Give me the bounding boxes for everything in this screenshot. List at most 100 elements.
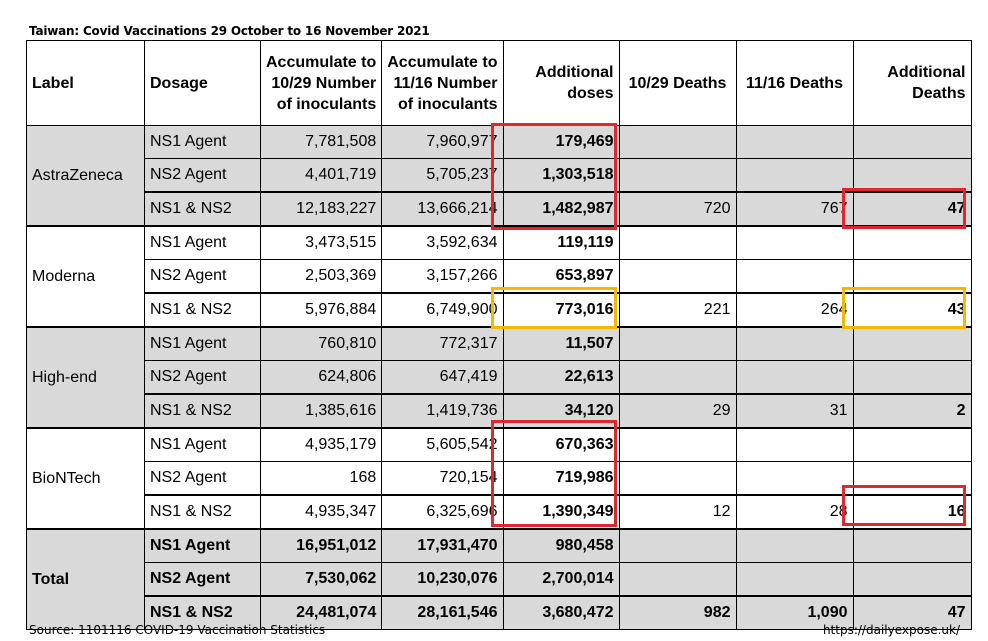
- acc1116-cell: 28,161,546: [381, 595, 504, 630]
- table-row: NS2 Agent 7,530,062 10,230,076 2,700,014: [27, 562, 972, 597]
- acc1116-cell: 720,154: [381, 461, 504, 496]
- d1029-cell: 720: [618, 191, 737, 227]
- acc1116-cell: 13,666,214: [381, 191, 504, 227]
- dosage-cell: NS1 Agent: [144, 528, 261, 563]
- table-row: NS2 Agent 4,401,719 5,705,237 1,303,518: [27, 158, 972, 193]
- addd-cell: [852, 427, 972, 462]
- table-title: Taiwan: Covid Vaccinations 29 October to…: [29, 24, 430, 38]
- add-cell: 3,680,472: [502, 595, 620, 630]
- table-row: BioNTech NS1 Agent 4,935,179 5,605,542 670,3…: [26, 427, 972, 530]
- table-row: NS2 Agent 2,503,369 3,157,266 653,897: [27, 259, 972, 294]
- vaccination-table: Label Dosage Accumulate to 10/29 Number of…: [26, 40, 972, 630]
- acc1116-cell: 1,419,736: [381, 393, 504, 429]
- site-url: https://dailyexpose.uk/: [822, 623, 960, 637]
- addd-cell: [852, 528, 972, 563]
- acc1029-cell: 2,503,369: [259, 259, 383, 294]
- dosage-cell: NS2 Agent: [144, 259, 261, 294]
- d1116-cell: [735, 562, 854, 597]
- header-deaths-1029: 10/29 Deaths: [618, 40, 737, 126]
- addd-cell: [852, 158, 972, 193]
- d1116-cell: 1,090: [735, 595, 854, 630]
- acc1029-cell: 12,183,227: [259, 191, 383, 227]
- acc1116-cell: 17,931,470: [381, 528, 504, 563]
- acc1029-cell: 760,810: [259, 326, 383, 361]
- group-label: Total: [26, 528, 145, 630]
- acc1029-cell: 16,951,012: [259, 528, 383, 563]
- d1116-cell: 767: [735, 191, 854, 227]
- d1116-cell: [735, 427, 854, 462]
- d1029-cell: [618, 125, 737, 159]
- group-label: AstraZeneca: [26, 125, 145, 227]
- table-row: NS1 & NS2 1,385,616 1,419,736 34,120 29 31 2: [27, 393, 972, 429]
- dosage-cell: NS1 & NS2: [144, 494, 261, 530]
- d1116-cell: [735, 225, 854, 260]
- addd-cell: 43: [852, 292, 972, 328]
- header-deaths-1116: 11/16 Deaths: [735, 40, 854, 126]
- header-additional-doses: Additional doses: [502, 40, 620, 126]
- table-row: AstraZeneca NS1 Agent 7,781,508 7,960,977 17…: [26, 125, 972, 227]
- addd-cell: 47: [852, 595, 972, 630]
- d1029-cell: [618, 225, 737, 260]
- add-cell: 773,016: [502, 292, 620, 328]
- d1029-cell: [618, 360, 737, 395]
- acc1116-cell: 6,325,696: [381, 494, 504, 530]
- add-cell: 980,458: [502, 528, 620, 563]
- table-row: NS1 & NS2 5,976,884 6,749,900 773,016 221 264…: [27, 292, 972, 328]
- table-row: High-end NS1 Agent 760,810 772,317 11,507: [26, 326, 972, 429]
- acc1116-cell: 5,705,237: [381, 158, 504, 193]
- d1116-cell: [735, 259, 854, 294]
- acc1029-cell: 1,385,616: [259, 393, 383, 429]
- d1029-cell: [618, 427, 737, 462]
- dosage-cell: NS2 Agent: [144, 461, 261, 496]
- header-row: Label Dosage Accumulate to 10/29 Number of…: [26, 40, 972, 126]
- dosage-cell: NS2 Agent: [144, 158, 261, 193]
- d1029-cell: [618, 562, 737, 597]
- dosage-cell: NS1 Agent: [144, 427, 261, 462]
- group-label: BioNTech: [26, 427, 145, 530]
- dosage-cell: NS1 & NS2: [144, 292, 261, 328]
- add-cell: 653,897: [502, 259, 620, 294]
- group-label: High-end: [26, 326, 145, 429]
- d1029-cell: 982: [618, 595, 737, 630]
- d1116-cell: [735, 528, 854, 563]
- d1116-cell: 264: [735, 292, 854, 328]
- d1116-cell: [735, 158, 854, 193]
- header-label: Label: [26, 40, 145, 126]
- d1116-cell: [735, 326, 854, 361]
- table-row: NS1 & NS2 24,481,074 28,161,546 3,680,472 98…: [27, 595, 972, 630]
- d1029-cell: [618, 259, 737, 294]
- table-row: Total NS1 Agent 16,951,012 17,931,470 980,45…: [26, 528, 972, 630]
- header-acc-1029: Accumulate to 10/29 Number of inoculants: [259, 40, 383, 126]
- acc1116-cell: 772,317: [381, 326, 504, 361]
- acc1029-cell: 624,806: [259, 360, 383, 395]
- table-row: NS1 & NS2 4,935,347 6,325,696 1,390,349 12 28…: [27, 494, 972, 530]
- d1029-cell: [618, 461, 737, 496]
- table-row: NS2 Agent 168 720,154 719,986: [27, 461, 972, 496]
- acc1029-cell: 7,781,508: [259, 125, 383, 159]
- add-cell: 2,700,014: [502, 562, 620, 597]
- addd-cell: [852, 125, 972, 159]
- addd-cell: [852, 461, 972, 496]
- addd-cell: [852, 326, 972, 361]
- dosage-cell: NS1 & NS2: [144, 393, 261, 429]
- d1029-cell: [618, 528, 737, 563]
- addd-cell: [852, 562, 972, 597]
- d1029-cell: 221: [618, 292, 737, 328]
- source-note: Source: 1101116 COVID-19 Vaccination Sta…: [29, 623, 326, 637]
- addd-cell: [852, 259, 972, 294]
- d1116-cell: 28: [735, 494, 854, 530]
- add-cell: 119,119: [502, 225, 620, 260]
- add-cell: 1,390,349: [502, 494, 620, 530]
- addd-cell: 47: [852, 191, 972, 227]
- header-additional-deaths: Additional Deaths: [852, 40, 972, 126]
- addd-cell: 16: [852, 494, 972, 530]
- acc1116-cell: 647,419: [381, 360, 504, 395]
- dosage-cell: NS2 Agent: [144, 562, 261, 597]
- d1029-cell: 29: [618, 393, 737, 429]
- acc1029-cell: 4,935,347: [259, 494, 383, 530]
- add-cell: 1,303,518: [502, 158, 620, 193]
- addd-cell: [852, 225, 972, 260]
- addd-cell: [852, 360, 972, 395]
- add-cell: 22,613: [502, 360, 620, 395]
- group-label: Moderna: [26, 225, 145, 328]
